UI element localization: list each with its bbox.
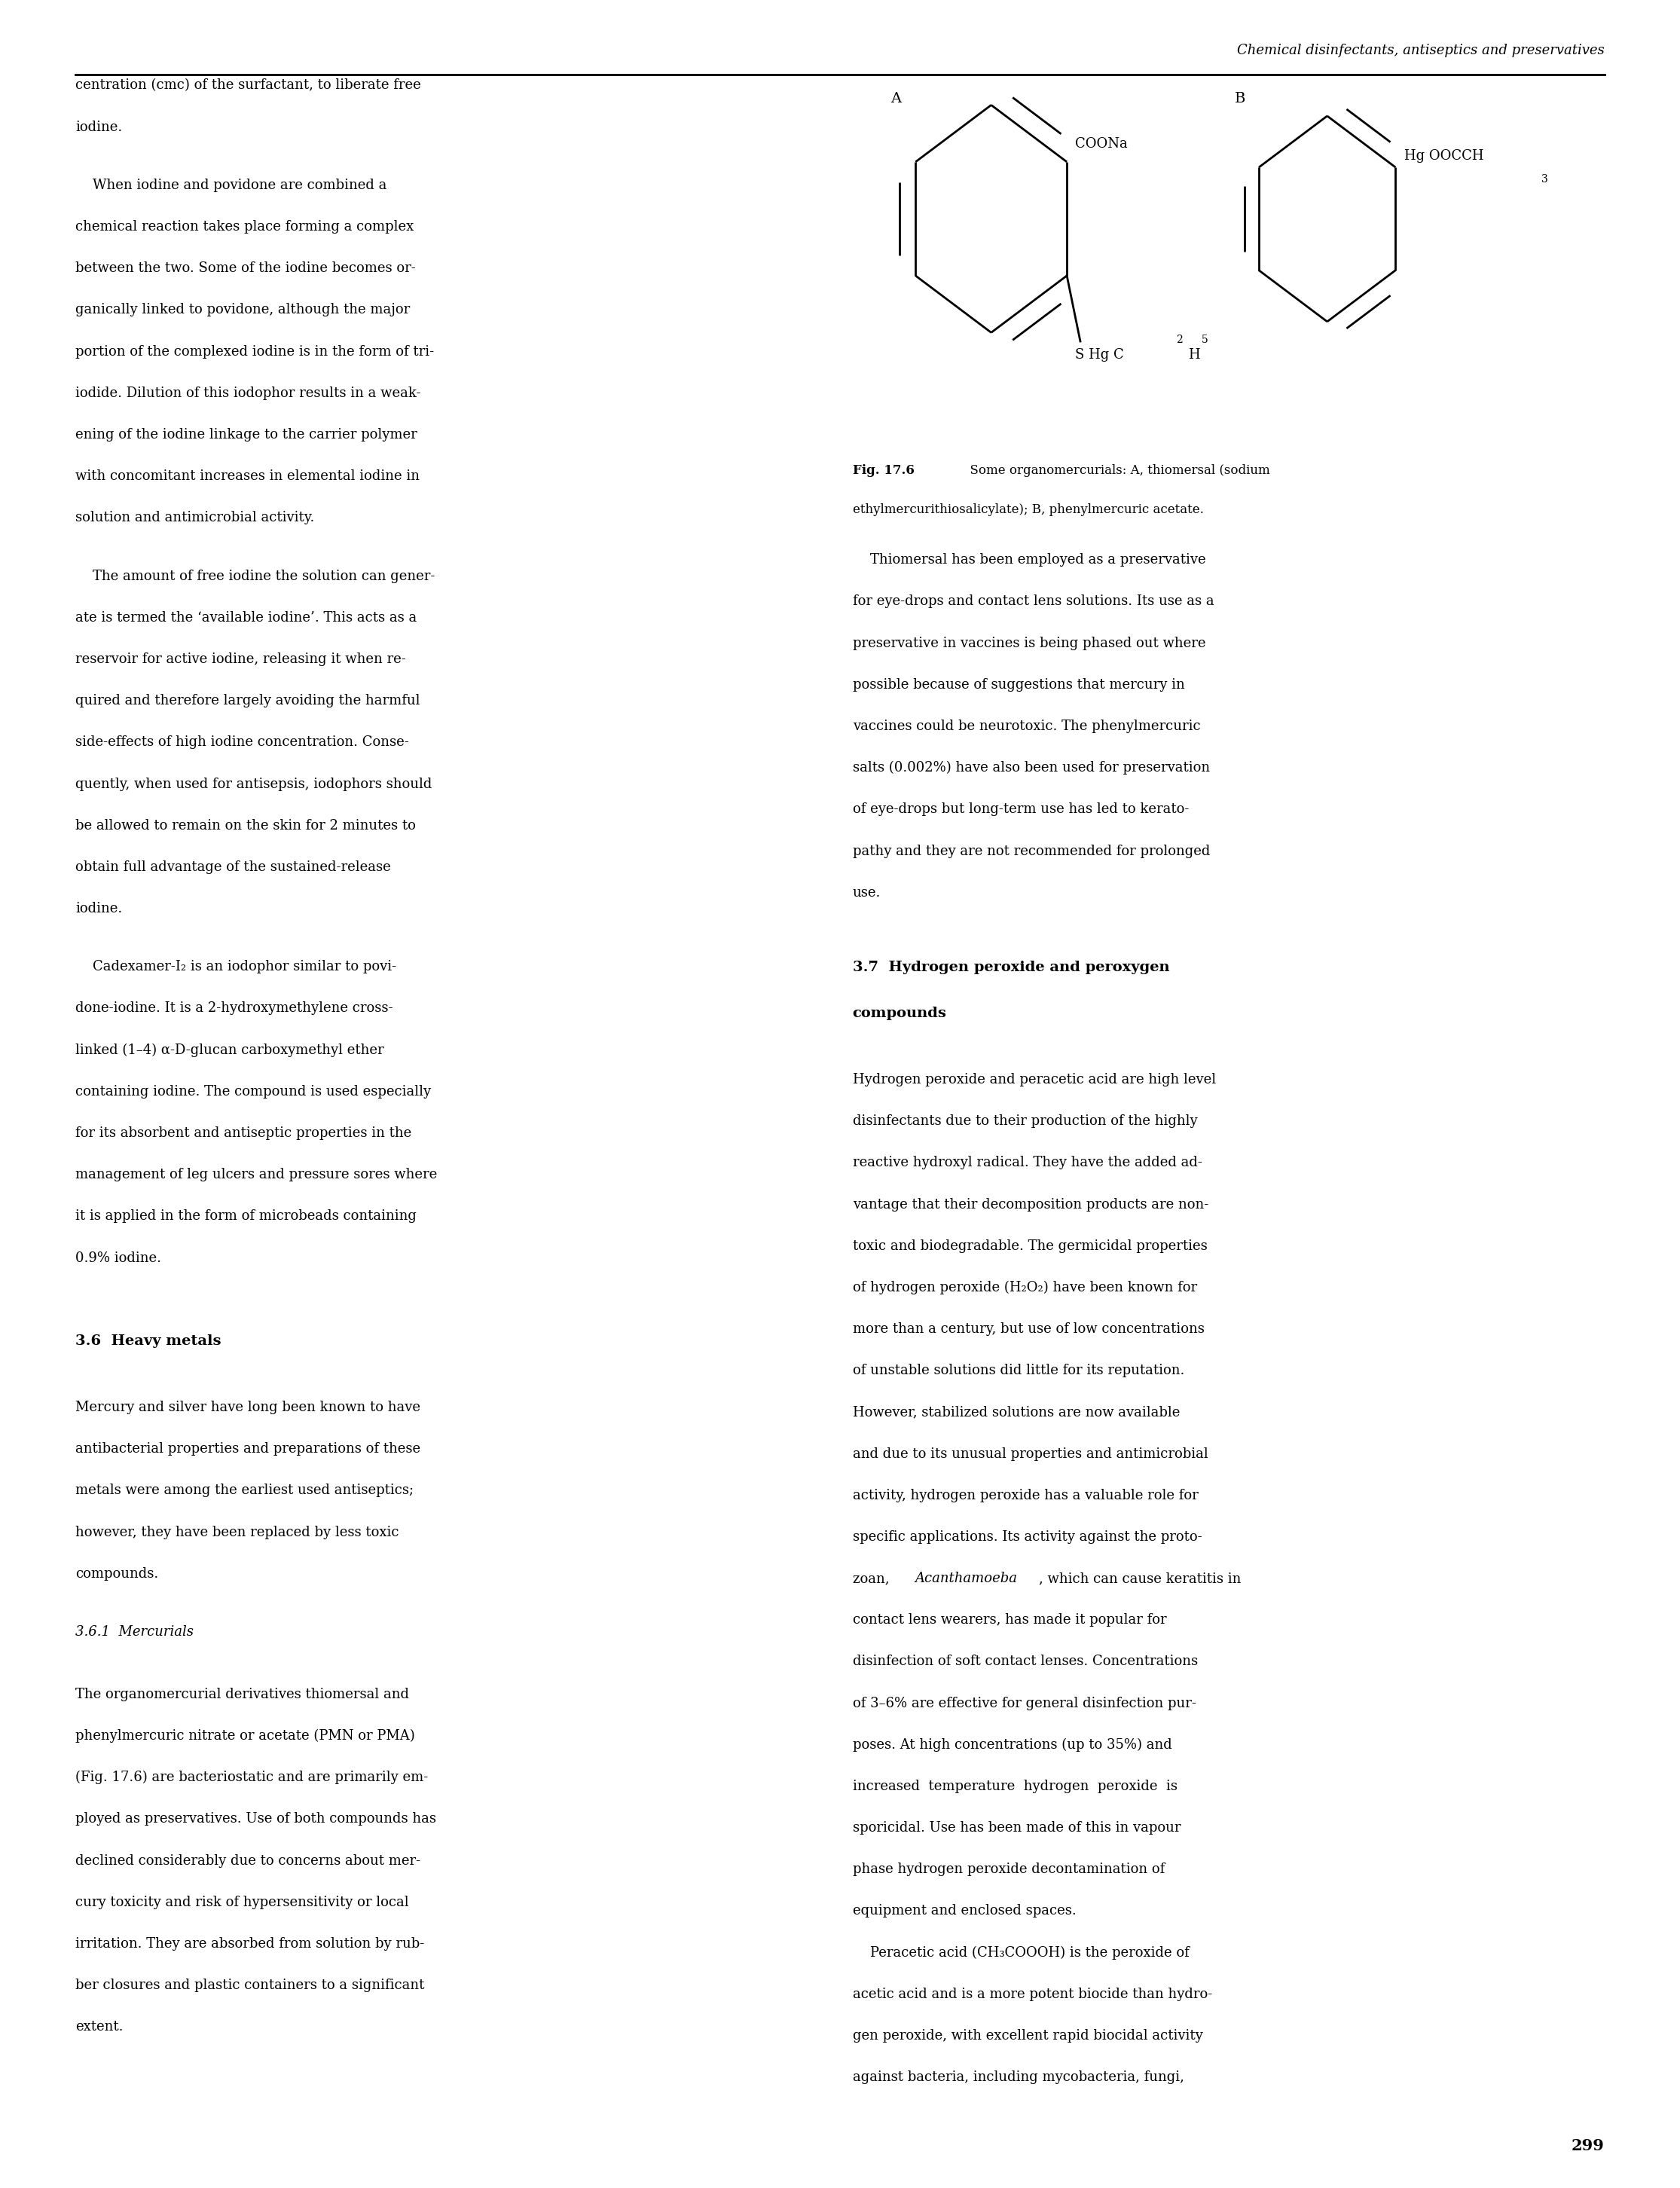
Text: COONa: COONa <box>1075 138 1127 151</box>
Text: H: H <box>1188 348 1200 361</box>
Text: portion of the complexed iodine is in the form of tri-: portion of the complexed iodine is in th… <box>76 346 435 359</box>
Text: with concomitant increases in elemental iodine in: with concomitant increases in elemental … <box>76 470 420 484</box>
Text: 3.7  Hydrogen peroxide and peroxygen: 3.7 Hydrogen peroxide and peroxygen <box>852 961 1169 974</box>
Text: The organomercurial derivatives thiomersal and: The organomercurial derivatives thiomers… <box>76 1687 410 1700</box>
Text: and due to its unusual properties and antimicrobial: and due to its unusual properties and an… <box>852 1446 1208 1462</box>
Text: quently, when used for antisepsis, iodophors should: quently, when used for antisepsis, iodop… <box>76 777 432 790</box>
Text: reservoir for active iodine, releasing it when re-: reservoir for active iodine, releasing i… <box>76 652 407 665</box>
Text: pathy and they are not recommended for prolonged: pathy and they are not recommended for p… <box>852 845 1210 858</box>
Text: more than a century, but use of low concentrations: more than a century, but use of low conc… <box>852 1322 1205 1337</box>
Text: use.: use. <box>852 886 880 899</box>
Text: side-effects of high iodine concentration. Conse-: side-effects of high iodine concentratio… <box>76 735 410 748</box>
Text: iodine.: iodine. <box>76 120 123 133</box>
Text: however, they have been replaced by less toxic: however, they have been replaced by less… <box>76 1525 400 1538</box>
Text: Thiomersal has been employed as a preservative: Thiomersal has been employed as a preser… <box>852 554 1206 567</box>
Text: obtain full advantage of the sustained-release: obtain full advantage of the sustained-r… <box>76 860 391 873</box>
Text: phase hydrogen peroxide decontamination of: phase hydrogen peroxide decontamination … <box>852 1862 1164 1877</box>
Text: extent.: extent. <box>76 2020 123 2033</box>
Text: Hydrogen peroxide and peracetic acid are high level: Hydrogen peroxide and peracetic acid are… <box>852 1072 1216 1087</box>
Text: ate is termed the ‘available iodine’. This acts as a: ate is termed the ‘available iodine’. Th… <box>76 610 417 624</box>
Text: preservative in vaccines is being phased out where: preservative in vaccines is being phased… <box>852 637 1206 650</box>
Text: irritation. They are absorbed from solution by rub-: irritation. They are absorbed from solut… <box>76 1936 425 1950</box>
Text: sporicidal. Use has been made of this in vapour: sporicidal. Use has been made of this in… <box>852 1820 1181 1836</box>
Text: disinfectants due to their production of the highly: disinfectants due to their production of… <box>852 1114 1198 1129</box>
Text: 299: 299 <box>1571 2138 1604 2153</box>
Text: 0.9% iodine.: 0.9% iodine. <box>76 1252 161 1265</box>
Text: ethylmercurithiosalicylate); B, phenylmercuric acetate.: ethylmercurithiosalicylate); B, phenylme… <box>852 503 1203 516</box>
Text: Fig. 17.6: Fig. 17.6 <box>852 464 914 477</box>
Text: for its absorbent and antiseptic properties in the: for its absorbent and antiseptic propert… <box>76 1127 412 1140</box>
Text: However, stabilized solutions are now available: However, stabilized solutions are now av… <box>852 1405 1179 1420</box>
Text: 3: 3 <box>1542 175 1549 184</box>
Text: equipment and enclosed spaces.: equipment and enclosed spaces. <box>852 1904 1077 1919</box>
Text: vaccines could be neurotoxic. The phenylmercuric: vaccines could be neurotoxic. The phenyl… <box>852 720 1201 733</box>
Text: 3.6  Heavy metals: 3.6 Heavy metals <box>76 1335 222 1348</box>
Text: B: B <box>1235 92 1245 105</box>
Text: (Fig. 17.6) are bacteriostatic and are primarily em-: (Fig. 17.6) are bacteriostatic and are p… <box>76 1770 428 1785</box>
Text: gen peroxide, with excellent rapid biocidal activity: gen peroxide, with excellent rapid bioci… <box>852 2028 1203 2044</box>
Text: chemical reaction takes place forming a complex: chemical reaction takes place forming a … <box>76 221 413 234</box>
Text: centration (cmc) of the surfactant, to liberate free: centration (cmc) of the surfactant, to l… <box>76 79 422 92</box>
Text: Some organomercurials: A, thiomersal (sodium: Some organomercurials: A, thiomersal (so… <box>961 464 1270 477</box>
Text: contact lens wearers, has made it popular for: contact lens wearers, has made it popula… <box>852 1613 1166 1628</box>
Text: metals were among the earliest used antiseptics;: metals were among the earliest used anti… <box>76 1483 413 1497</box>
Text: ening of the iodine linkage to the carrier polymer: ening of the iodine linkage to the carri… <box>76 429 417 442</box>
Text: iodide. Dilution of this iodophor results in a weak-: iodide. Dilution of this iodophor result… <box>76 387 422 400</box>
Text: declined considerably due to concerns about mer-: declined considerably due to concerns ab… <box>76 1853 420 1866</box>
Text: linked (1–4) α-D-glucan carboxymethyl ether: linked (1–4) α-D-glucan carboxymethyl et… <box>76 1044 385 1057</box>
Text: The amount of free iodine the solution can gener-: The amount of free iodine the solution c… <box>76 569 435 582</box>
Text: ganically linked to povidone, although the major: ganically linked to povidone, although t… <box>76 304 410 317</box>
Text: for eye-drops and contact lens solutions. Its use as a: for eye-drops and contact lens solutions… <box>852 595 1215 608</box>
Text: solution and antimicrobial activity.: solution and antimicrobial activity. <box>76 512 314 525</box>
Text: vantage that their decomposition products are non-: vantage that their decomposition product… <box>852 1197 1208 1212</box>
Text: increased  temperature  hydrogen  peroxide  is: increased temperature hydrogen peroxide … <box>852 1779 1178 1794</box>
Text: When iodine and povidone are combined a: When iodine and povidone are combined a <box>76 179 386 193</box>
Text: against bacteria, including mycobacteria, fungi,: against bacteria, including mycobacteria… <box>852 2070 1184 2085</box>
Text: done-iodine. It is a 2-hydroxymethylene cross-: done-iodine. It is a 2-hydroxymethylene … <box>76 1002 393 1015</box>
Text: it is applied in the form of microbeads containing: it is applied in the form of microbeads … <box>76 1210 417 1223</box>
Text: of unstable solutions did little for its reputation.: of unstable solutions did little for its… <box>852 1363 1184 1378</box>
Text: , which can cause keratitis in: , which can cause keratitis in <box>1038 1571 1242 1586</box>
Text: phenylmercuric nitrate or acetate (PMN or PMA): phenylmercuric nitrate or acetate (PMN o… <box>76 1729 415 1744</box>
Text: 2: 2 <box>1176 335 1183 346</box>
Text: toxic and biodegradable. The germicidal properties: toxic and biodegradable. The germicidal … <box>852 1238 1208 1254</box>
Text: cury toxicity and risk of hypersensitivity or local: cury toxicity and risk of hypersensitivi… <box>76 1895 408 1908</box>
Text: possible because of suggestions that mercury in: possible because of suggestions that mer… <box>852 678 1184 691</box>
Text: antibacterial properties and preparations of these: antibacterial properties and preparation… <box>76 1442 420 1455</box>
Text: poses. At high concentrations (up to 35%) and: poses. At high concentrations (up to 35%… <box>852 1737 1173 1753</box>
Text: Hg OOCCH: Hg OOCCH <box>1404 149 1483 164</box>
Text: A: A <box>890 92 900 105</box>
Text: specific applications. Its activity against the proto-: specific applications. Its activity agai… <box>852 1529 1201 1545</box>
Text: of hydrogen peroxide (H₂O₂) have been known for: of hydrogen peroxide (H₂O₂) have been kn… <box>852 1280 1196 1295</box>
Text: between the two. Some of the iodine becomes or-: between the two. Some of the iodine beco… <box>76 263 417 276</box>
Text: activity, hydrogen peroxide has a valuable role for: activity, hydrogen peroxide has a valuab… <box>852 1488 1198 1503</box>
Text: iodine.: iodine. <box>76 901 123 915</box>
Text: reactive hydroxyl radical. They have the added ad-: reactive hydroxyl radical. They have the… <box>852 1155 1203 1171</box>
Text: Acanthamoeba: Acanthamoeba <box>914 1571 1016 1586</box>
Text: 3.6.1  Mercurials: 3.6.1 Mercurials <box>76 1626 193 1639</box>
Text: ployed as preservatives. Use of both compounds has: ployed as preservatives. Use of both com… <box>76 1812 437 1825</box>
Text: compounds.: compounds. <box>76 1567 158 1580</box>
Text: salts (0.002%) have also been used for preservation: salts (0.002%) have also been used for p… <box>852 761 1210 775</box>
Text: Peracetic acid (CH₃COOOH) is the peroxide of: Peracetic acid (CH₃COOOH) is the peroxid… <box>852 1945 1189 1960</box>
Text: of 3–6% are effective for general disinfection pur-: of 3–6% are effective for general disinf… <box>852 1696 1196 1711</box>
Text: zoan,: zoan, <box>852 1571 894 1586</box>
Text: compounds: compounds <box>852 1006 946 1020</box>
Text: S Hg C: S Hg C <box>1075 348 1124 361</box>
Text: of eye-drops but long-term use has led to kerato-: of eye-drops but long-term use has led t… <box>852 803 1189 816</box>
Text: be allowed to remain on the skin for 2 minutes to: be allowed to remain on the skin for 2 m… <box>76 818 417 831</box>
Text: Chemical disinfectants, antiseptics and preservatives: Chemical disinfectants, antiseptics and … <box>1236 44 1604 57</box>
Text: ber closures and plastic containers to a significant: ber closures and plastic containers to a… <box>76 1978 425 1991</box>
Text: Cadexamer-I₂ is an iodophor similar to povi-: Cadexamer-I₂ is an iodophor similar to p… <box>76 961 396 974</box>
Text: acetic acid and is a more potent biocide than hydro-: acetic acid and is a more potent biocide… <box>852 1987 1213 2002</box>
Text: disinfection of soft contact lenses. Concentrations: disinfection of soft contact lenses. Con… <box>852 1654 1198 1669</box>
Text: Mercury and silver have long been known to have: Mercury and silver have long been known … <box>76 1400 420 1413</box>
Text: quired and therefore largely avoiding the harmful: quired and therefore largely avoiding th… <box>76 694 420 707</box>
Text: containing iodine. The compound is used especially: containing iodine. The compound is used … <box>76 1085 432 1098</box>
Text: 5: 5 <box>1201 335 1208 346</box>
Text: management of leg ulcers and pressure sores where: management of leg ulcers and pressure so… <box>76 1168 437 1182</box>
